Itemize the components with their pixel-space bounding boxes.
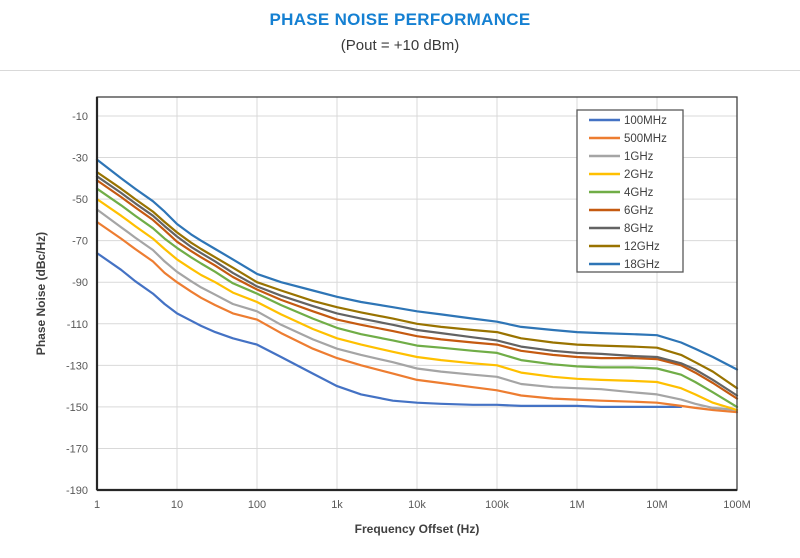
x-tick-label: 10M xyxy=(646,499,667,511)
phase-noise-plot: 1 10 100 1k 10k 100k 1M 10M 100M-10-30-50-70-90-… xyxy=(34,96,751,536)
gridlines xyxy=(97,97,737,490)
y-tick-label: -110 xyxy=(67,319,88,331)
legend-item-500MHz: 500MHz xyxy=(589,133,667,145)
legend-item-2GHz: 2GHz xyxy=(589,169,654,181)
x-tick-label: 10k xyxy=(408,499,426,511)
chart-header: PHASE NOISE PERFORMANCE (Pout = +10 dBm) xyxy=(0,0,800,56)
x-axis-title: Frequency Offset (Hz) xyxy=(355,522,480,536)
series-lines xyxy=(95,158,739,414)
legend-item-18GHz: 18GHz xyxy=(589,259,660,271)
legend-label: 100MHz xyxy=(624,115,667,127)
legend-label: 500MHz xyxy=(624,133,667,145)
x-tick-label: 1k xyxy=(331,499,343,511)
x-tick-label: 100 xyxy=(248,499,266,511)
y-tick-label: -170 xyxy=(66,443,88,455)
y-tick-label: -30 xyxy=(72,153,88,165)
chart-subtitle: (Pout = +10 dBm) xyxy=(340,37,460,54)
series-line-12GHz xyxy=(95,171,739,390)
header-divider xyxy=(0,70,800,71)
series-line-4GHz xyxy=(95,187,739,408)
legend-label: 18GHz xyxy=(624,259,660,271)
x-tick-label: 10 xyxy=(171,499,183,511)
legend-item-12GHz: 12GHz xyxy=(589,241,660,253)
y-axis-title: Phase Noise (dBc/Hz) xyxy=(34,232,48,355)
x-tick-label: 1 xyxy=(94,499,100,511)
legend-item-100MHz: 100MHz xyxy=(589,115,667,127)
legend-item-6GHz: 6GHz xyxy=(589,205,654,217)
series-line-500MHz xyxy=(95,220,739,414)
y-tick-label: -50 xyxy=(72,194,88,206)
x-tick-label: 100k xyxy=(485,499,509,511)
x-tick-label: 1M xyxy=(569,499,584,511)
legend-label: 8GHz xyxy=(624,223,654,235)
y-tick-labels: -10 -30 -50 -70 -90 -110 -130 -150 -170 -190 xyxy=(66,111,88,497)
y-tick-label: -90 xyxy=(72,277,88,289)
x-tick-labels: 1 10 100 1k 10k 100k 1M 10M 100M xyxy=(94,499,751,511)
legend-item-4GHz: 4GHz xyxy=(589,187,654,199)
chart-title: PHASE NOISE PERFORMANCE xyxy=(269,10,531,29)
legend-label: 4GHz xyxy=(624,187,654,199)
series-line-100MHz xyxy=(95,252,683,408)
y-tick-label: -10 xyxy=(72,111,88,123)
series-line-18GHz xyxy=(95,158,739,371)
y-tick-label: -70 xyxy=(72,236,88,248)
legend: 100MHz 500MHz 1GHz 2GHz 4GHz 6GHz 8GHz 12GHz 18G… xyxy=(576,109,684,273)
y-tick-label: -190 xyxy=(66,485,88,497)
series-line-2GHz xyxy=(95,198,739,412)
y-tick-label: -150 xyxy=(66,402,88,414)
series-line-1GHz xyxy=(95,208,739,412)
legend-label: 1GHz xyxy=(624,151,654,163)
y-tick-label: -130 xyxy=(66,360,88,372)
x-tick-label: 100M xyxy=(723,499,751,511)
legend-item-1GHz: 1GHz xyxy=(589,151,654,163)
legend-label: 2GHz xyxy=(624,169,654,181)
legend-item-8GHz: 8GHz xyxy=(589,223,654,235)
series-line-6GHz xyxy=(95,179,739,400)
legend-label: 6GHz xyxy=(624,205,654,217)
legend-label: 12GHz xyxy=(624,241,660,253)
series-line-8GHz xyxy=(95,175,739,397)
